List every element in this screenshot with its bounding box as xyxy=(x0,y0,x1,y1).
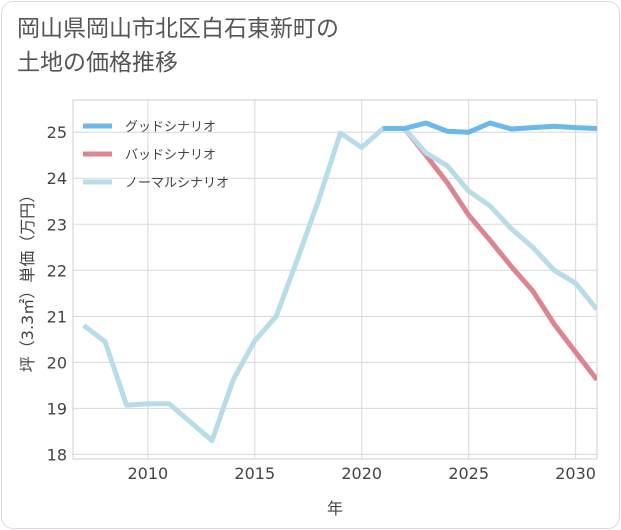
y-tick-label: 23 xyxy=(47,215,67,234)
y-tick-label: 25 xyxy=(47,123,67,142)
tick-labels: 2010 2015 2020 2025 2030 18 19 20 21 22 23 24 25 xyxy=(47,123,596,483)
legend-good-label: グッドシナリオ xyxy=(125,120,216,135)
x-tick-label: 2020 xyxy=(341,464,382,483)
x-tick-label: 2025 xyxy=(448,464,489,483)
x-axis-title: 年 xyxy=(327,499,343,518)
chart-title: 岡山県岡山市北区白石東新町の 土地の価格推移 xyxy=(17,12,339,80)
legend-normal-label: ノーマルシナリオ xyxy=(125,176,229,191)
y-tick-label: 21 xyxy=(47,307,67,326)
legend-bad-label: バッドシナリオ xyxy=(125,148,216,163)
title-line-2: 土地の価格推移 xyxy=(17,50,178,76)
x-tick-label: 2010 xyxy=(127,464,168,483)
y-tick-label: 20 xyxy=(47,353,67,372)
y-axis-title: 坪（3.3㎡）単価（万円） xyxy=(18,187,37,372)
grid xyxy=(73,100,597,459)
title-line-1: 岡山県岡山市北区白石東新町の xyxy=(17,16,339,42)
good-scenario-line xyxy=(383,120,597,135)
y-tick-label: 18 xyxy=(47,445,67,464)
y-tick-label: 19 xyxy=(47,399,67,418)
plot-frame xyxy=(72,99,598,460)
y-tick-label: 24 xyxy=(47,169,67,188)
bad-scenario-line xyxy=(383,126,597,382)
y-tick-label: 22 xyxy=(47,261,67,280)
series-lines xyxy=(82,120,597,444)
normal-scenario-line xyxy=(82,126,597,444)
x-tick-label: 2030 xyxy=(555,464,596,483)
x-tick-label: 2015 xyxy=(234,464,275,483)
